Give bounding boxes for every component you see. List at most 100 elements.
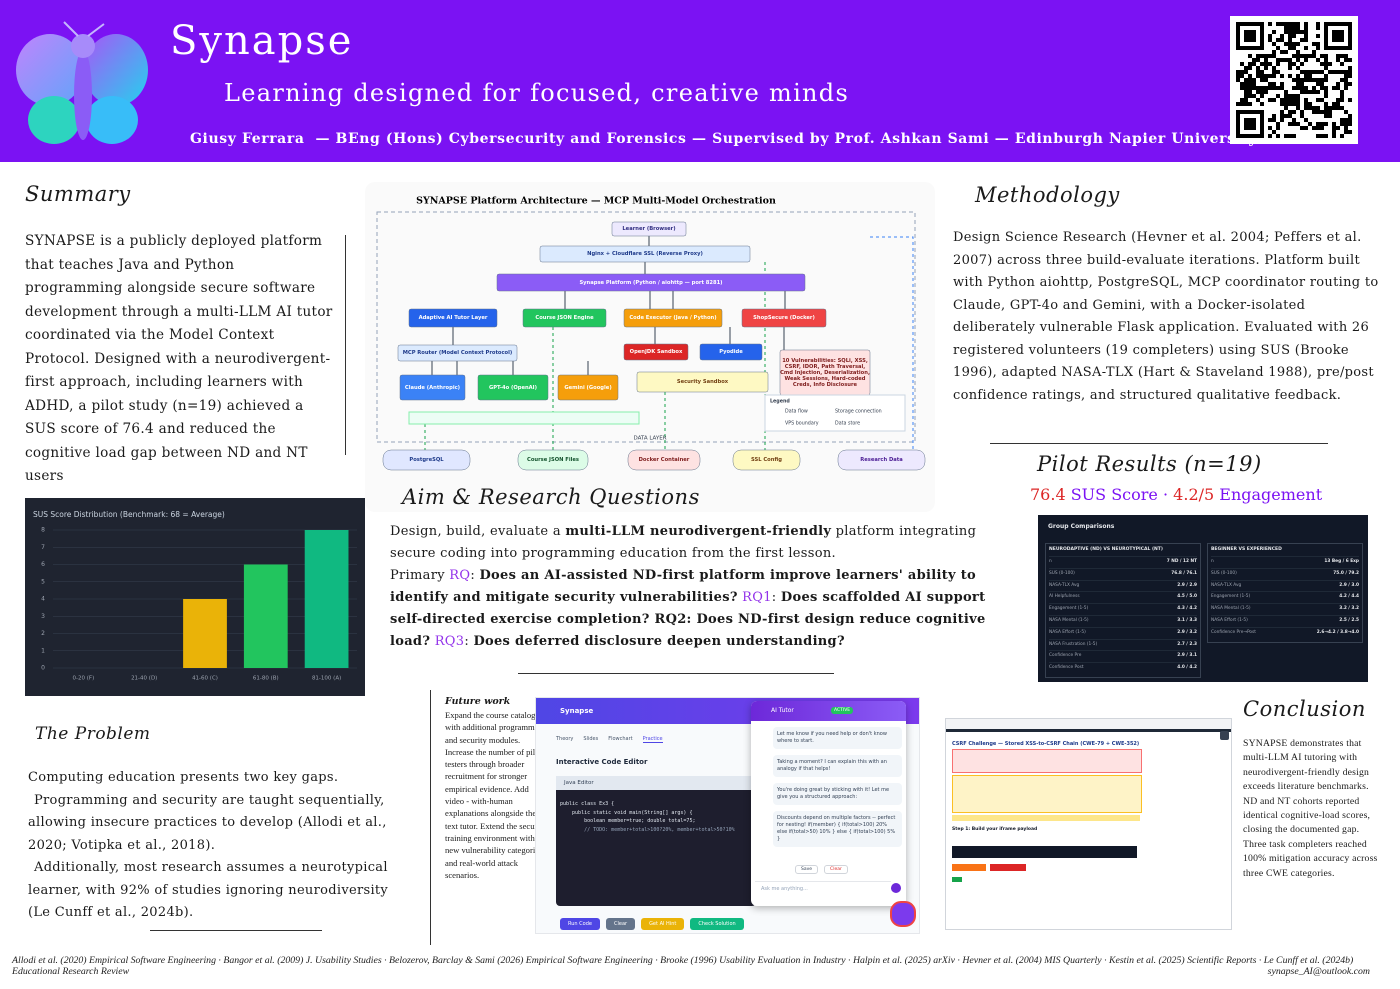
node-label: Research Data: [860, 457, 903, 463]
node-box: [623, 308, 723, 328]
aim-segment: Does deferred disclosure deepen understa…: [473, 634, 845, 649]
code-line: boolean member=true; double total=75;: [560, 818, 696, 824]
aim-segment: RQ: [449, 568, 471, 583]
aim-segment: Does an AI-assisted ND-first platform im…: [390, 568, 981, 605]
node-box: [496, 273, 806, 292]
references: Allodi et al. (2020) Empirical Software …: [12, 955, 1354, 977]
group-comparisons: Group Comparisons NEURODAPTIVE (ND) VS N…: [1038, 515, 1368, 682]
button: Clear: [605, 918, 636, 930]
byline: Giusy Ferrara — BEng (Hons) Cybersecurit…: [190, 131, 1258, 147]
legend-label: Data store: [835, 421, 860, 427]
table-row: SUS (0-100) 75.0 / 79.2: [1211, 567, 1359, 580]
section-heading: Aim & Research Questions: [402, 485, 700, 509]
section-heading: Summary: [25, 182, 131, 206]
node-box: [517, 449, 589, 471]
app-screenshot: Synapse Theory Slides Flowchart Practice In…: [535, 697, 920, 934]
bar: [304, 530, 349, 668]
node-label: Security Sandbox: [676, 379, 729, 385]
node-label: Course JSON Files: [527, 457, 579, 463]
hint: [952, 775, 1142, 813]
note: [952, 815, 1140, 821]
table-heading: BEGINNER VS EXPERIENCED: [1211, 547, 1282, 552]
table-value: 4.5 / 5.0: [1177, 594, 1197, 600]
section-heading: Methodology: [975, 183, 1120, 207]
nav-bar: [946, 729, 1231, 732]
wing: [84, 34, 148, 106]
architecture-diagram: SYNAPSE Platform Architecture — MCP Mult…: [365, 182, 935, 512]
table-value: 76.8 / 76.1: [1171, 570, 1197, 576]
node-box: [623, 343, 689, 361]
subtitle: Learning designed for focused, creative …: [224, 79, 850, 107]
divider: [345, 235, 346, 455]
nav: [946, 719, 1231, 729]
email: synapse_AI@outlook.com: [1267, 966, 1370, 977]
aim-segment: :: [771, 590, 781, 605]
node-label: Adaptive AI Tutor Layer: [418, 315, 488, 321]
tutor-actions: Save Clear: [795, 865, 848, 874]
node-label-box: Pyodide: [719, 349, 743, 355]
node-label: SSL Config: [751, 457, 782, 463]
table-value: 13 Beg / 6 Exp: [1324, 559, 1359, 564]
arrow: [870, 236, 914, 450]
table-value: 3.1 / 3.3: [1177, 617, 1197, 623]
node-label-box: Research Data: [860, 457, 903, 463]
table-value: 4.0 / 4.2: [1177, 665, 1197, 671]
node-label-box: 10 Vulnerabilities: SQLi, XSS, CSRF, IDO…: [780, 358, 870, 388]
node-box: [557, 374, 619, 401]
node-label: Gemini (Google): [564, 384, 612, 391]
node-label-box: ShopSecure (Docker): [753, 315, 815, 321]
node-label: Nginx + Cloudflare SSL (Reverse Proxy): [587, 251, 703, 257]
csrf-title: CSRF Challenge — Stored XSS-to-CSRF Chai…: [952, 741, 1140, 747]
node-label: Course JSON Engine: [535, 315, 594, 321]
aim-segment: :: [470, 568, 480, 583]
y-tick-label: 8: [41, 527, 45, 534]
table-value: 2.5 / 2.5: [1339, 617, 1359, 623]
node-box: [477, 374, 549, 401]
arrow: [424, 262, 766, 450]
node-label-box: Adaptive AI Tutor Layer: [418, 315, 488, 321]
aim-segment: Design, build, evaluate a: [390, 524, 566, 539]
node-box: [382, 449, 471, 471]
node-box: [408, 308, 498, 328]
table-value: 2.9 / 3.2: [1177, 629, 1197, 635]
table-row: Engagement (1-5) 4.3 / 4.2: [1049, 603, 1197, 615]
node-label-box: MCP Router (Model Context Protocol): [403, 350, 513, 356]
summary-text: SYNAPSE is a publicly deployed platform …: [25, 233, 333, 484]
code-line: public static void main(String[] args) {: [560, 809, 693, 816]
tutor-fab: [890, 901, 916, 927]
legend-box: [764, 394, 906, 432]
table-row: NASA Mental (1-5) 3.1 / 3.3: [1049, 614, 1197, 627]
table-row: NASA-TLX Avg 2.9 / 2.9: [1049, 579, 1197, 592]
node-label-box: Learner (Browser): [622, 226, 675, 232]
node-label-box: SSL Config: [751, 457, 782, 463]
problem-text: Computing education presents two key gap…: [28, 767, 403, 925]
y-tick-label: 2: [41, 630, 45, 637]
table-label: NASA-TLX Avg: [1049, 582, 1080, 588]
table-label: Engagement (1-5): [1211, 594, 1251, 600]
y-tick-label: 1: [41, 647, 45, 654]
tutor-message: Discounts depend on multiple factors -- …: [773, 811, 902, 847]
bar: [183, 599, 227, 668]
button: Get AI Hint: [641, 918, 685, 930]
table-value: 2.9 / 3.1: [1177, 653, 1197, 659]
button: [952, 864, 986, 871]
table-row: NASA-TLX Avg 2.9 / 3.0: [1211, 579, 1359, 592]
node-box: [741, 308, 827, 328]
y-tick-label: 7: [41, 544, 45, 551]
metric-label: SUS Score: [1070, 485, 1158, 504]
node-box: [611, 221, 687, 237]
code-line: // TODO: member+total>100?20%, member+to…: [560, 826, 735, 833]
aim-segment: platform integrating secure coding into …: [390, 524, 981, 561]
x-tick-label: 0-20 (F): [73, 676, 95, 682]
node-label-box: Nginx + Cloudflare SSL (Reverse Proxy): [587, 251, 703, 257]
node-box: [636, 371, 769, 393]
aim-segment: Does scaffolded AI support self-directed…: [390, 590, 991, 627]
table-label: NASA Mental (1-5): [1211, 606, 1251, 612]
buttons: Run Code Clear Get AI Hint Check Solution: [560, 918, 744, 930]
table-row: NASA Effort (1-5) 2.5 / 2.5: [1211, 614, 1359, 627]
table-value: 75.0 / 79.2: [1333, 570, 1359, 576]
tutor-action: Clear: [824, 865, 848, 874]
table-value: 4.2 / 4.4: [1339, 594, 1359, 600]
title: Synapse: [170, 18, 354, 64]
